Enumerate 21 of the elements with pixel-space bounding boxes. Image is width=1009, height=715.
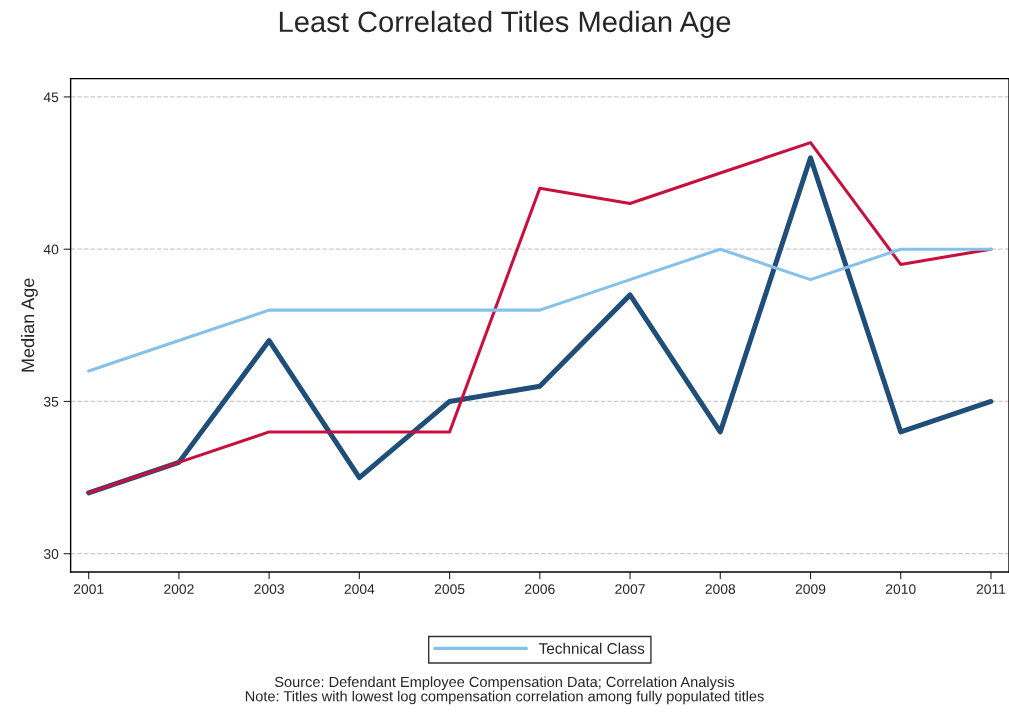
line-series — [87, 247, 993, 373]
y-tick-label: 30 — [43, 549, 59, 559]
x-tick-label: 2004 — [344, 584, 375, 595]
text: Note: Titles with lowest log compensation correlation among fully populated titles — [245, 690, 764, 705]
x-tick-label: 2006 — [525, 584, 555, 595]
y-tick-label: 40 — [43, 244, 59, 255]
text: Technical Class — [539, 642, 645, 654]
x-tick-label: 2007 — [615, 584, 645, 595]
x-tick-label: 2002 — [164, 584, 194, 595]
x-tick-label: 2011 — [976, 584, 1006, 595]
x-tick-label: 2001 — [73, 584, 104, 595]
x-tick-label: 2005 — [434, 584, 465, 595]
chart-title: Least Correlated Titles Median Age — [279, 10, 731, 38]
y-axis-title: Median Age — [20, 278, 38, 372]
x-tick-label: 2008 — [705, 584, 736, 595]
y-tick-label: 35 — [43, 396, 59, 407]
y-tick-label: 45 — [43, 92, 59, 103]
x-tick-label: 2009 — [795, 584, 826, 595]
x-tick-label: 2010 — [885, 584, 916, 595]
x-tick-label: 2003 — [254, 584, 284, 595]
source-note: Source: Defendant Employee Compensation Data; Correlation Analysis — [274, 676, 735, 690]
